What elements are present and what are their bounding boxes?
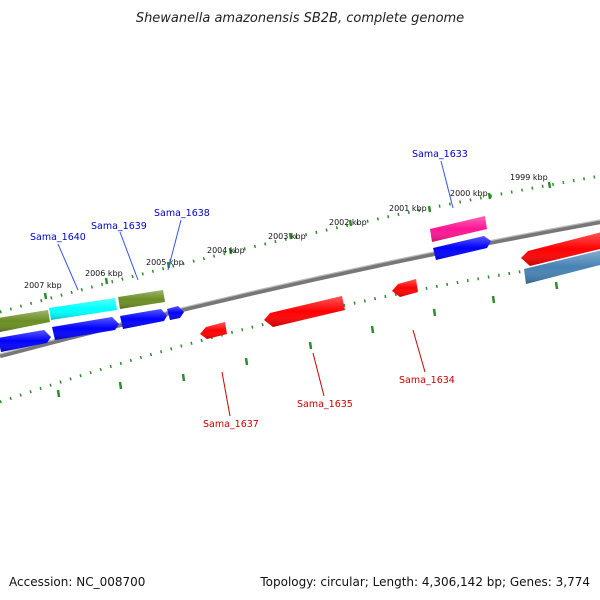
kbp-tick <box>487 192 492 200</box>
kbp-tick <box>348 219 353 227</box>
kbp-label: 2007 kbp <box>24 281 62 290</box>
gene-label-forward[interactable]: Sama_1639 <box>91 221 147 232</box>
kbp-tick <box>104 277 109 285</box>
forward-gene-track-outer <box>0 216 487 332</box>
genome-backbone <box>0 219 600 359</box>
kbp-label: 2005 kbp <box>146 258 184 267</box>
accession-text: Accession: NC_008700 <box>9 575 145 589</box>
map-title: Shewanella amazonensis SB2B, complete ge… <box>136 11 464 26</box>
gene-label-forward[interactable]: Sama_1640 <box>30 232 86 243</box>
kbp-tick <box>43 292 48 300</box>
kbp-label: 2006 kbp <box>85 269 123 278</box>
kbp-label: 2002 kbp <box>329 218 367 227</box>
label-leaders <box>57 160 454 417</box>
kbp-label: 2001 kbp <box>389 204 427 213</box>
kbp-tick <box>288 232 293 240</box>
kbp-tick <box>547 181 552 189</box>
forward-gene-track-inner <box>0 236 491 352</box>
genome-summary-text: Topology: circular; Length: 4,306,142 bp… <box>259 575 590 589</box>
gene-labels: Sama_1640 Sama_1639 Sama_1638 Sama_1633 … <box>30 149 468 430</box>
outer-tick-ring <box>0 174 600 314</box>
kbp-label: 2003 kbp <box>268 232 306 241</box>
gene-label-reverse[interactable]: Sama_1635 <box>297 399 353 410</box>
reverse-gene-track <box>200 232 600 339</box>
kbp-scale: 1999 kbp 2000 kbp 2001 kbp 2002 kbp 2003… <box>24 173 552 300</box>
gene-label-reverse[interactable]: Sama_1634 <box>399 375 455 386</box>
gene-label-forward[interactable]: Sama_1633 <box>412 149 468 160</box>
kbp-label: 2000 kbp <box>450 189 488 198</box>
gene-label-forward[interactable]: Sama_1638 <box>154 208 210 219</box>
kbp-tick <box>427 205 432 213</box>
gene-label-reverse[interactable]: Sama_1637 <box>203 419 259 430</box>
kbp-tick <box>228 247 233 255</box>
kbp-label: 2004 kbp <box>207 246 245 255</box>
inner-major-ticks <box>56 281 559 398</box>
kbp-label: 1999 kbp <box>510 173 548 182</box>
